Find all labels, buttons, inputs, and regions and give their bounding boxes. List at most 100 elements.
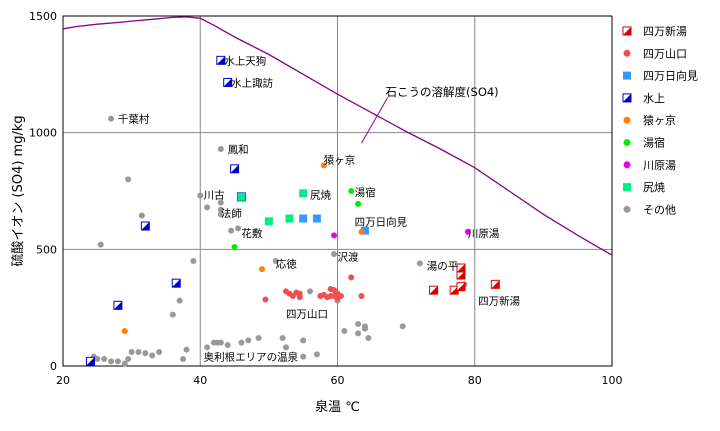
- annotation-label: 水上天狗: [224, 54, 266, 67]
- x-tick-label: 60: [331, 374, 345, 387]
- data-point: [183, 346, 190, 353]
- legend-marker: [622, 93, 632, 103]
- data-point: [223, 78, 233, 87]
- data-point: [348, 274, 355, 281]
- marker-fill: [141, 222, 150, 230]
- data-points: [85, 55, 500, 367]
- data-point: [355, 321, 362, 327]
- data-point: [464, 228, 471, 235]
- data-point: [279, 335, 286, 341]
- data-point: [358, 293, 365, 299]
- data-point: [429, 285, 439, 295]
- annotation-label: 奥利根エリアの温泉: [204, 351, 299, 364]
- data-point: [140, 221, 150, 231]
- plot-area: [62, 15, 613, 367]
- marker-fill: [216, 56, 225, 65]
- annotation-label: 沢渡: [338, 250, 359, 263]
- data-point: [121, 360, 128, 367]
- data-point: [121, 328, 128, 334]
- legend-marker: [623, 49, 631, 57]
- data-point: [114, 358, 121, 365]
- data-point: [490, 279, 500, 289]
- data-point: [416, 260, 423, 267]
- legend-label: 湯宿: [643, 136, 665, 150]
- data-point: [204, 344, 211, 351]
- data-point: [190, 258, 197, 264]
- marker-fill: [623, 93, 631, 102]
- marker-fill: [113, 301, 122, 310]
- annotation-label: 水上諏訪: [231, 77, 273, 90]
- y-tick-label: 1500: [29, 10, 57, 23]
- data-point: [313, 351, 320, 358]
- data-point: [399, 323, 406, 330]
- data-point: [108, 358, 115, 365]
- data-point: [156, 349, 163, 355]
- marker-fill: [172, 279, 181, 288]
- data-point: [217, 339, 224, 346]
- data-point: [264, 217, 273, 226]
- gridlines: [62, 15, 613, 367]
- data-point: [142, 350, 149, 357]
- data-point: [331, 251, 338, 257]
- solubility-curve-line: [62, 16, 613, 256]
- legend-label: 尻焼: [643, 181, 665, 194]
- data-point: [299, 214, 308, 223]
- annotation-label: 猿ヶ京: [324, 154, 356, 167]
- data-point: [341, 328, 348, 334]
- data-point: [237, 192, 246, 201]
- legend-marker: [623, 161, 631, 169]
- data-point: [355, 200, 362, 207]
- data-point: [180, 356, 187, 362]
- data-point: [128, 349, 135, 355]
- legend-label: 四万山口: [643, 47, 687, 60]
- data-point: [300, 337, 307, 344]
- data-point: [135, 349, 142, 355]
- annotation-label: 川古: [204, 189, 225, 202]
- data-point: [228, 227, 235, 234]
- marker-fill: [623, 27, 631, 35]
- legend-marker: [623, 116, 631, 124]
- annotation-label: 千葉村: [118, 113, 150, 126]
- data-point: [285, 214, 294, 223]
- annotation-label: 花敷: [241, 227, 262, 240]
- annotation-label: 法師: [221, 207, 242, 220]
- data-point: [365, 335, 372, 341]
- annotation-label: 四万日向見: [355, 215, 408, 228]
- y-tick-label: 1000: [29, 127, 57, 140]
- data-point: [456, 263, 466, 273]
- marker-fill: [457, 282, 466, 291]
- curve-label-leader: [361, 97, 389, 144]
- data-point: [312, 214, 321, 223]
- data-point: [101, 356, 108, 362]
- data-point: [355, 330, 362, 337]
- data-point: [348, 188, 355, 194]
- marker-fill: [223, 78, 232, 87]
- data-point: [283, 344, 290, 351]
- annotation-label: 川原湯: [468, 228, 500, 240]
- data-point: [97, 241, 104, 248]
- annotation-label: 尻焼: [310, 190, 331, 202]
- data-point: [300, 353, 307, 360]
- legend-label: 水上: [643, 92, 665, 105]
- data-point: [171, 278, 181, 288]
- x-tick-label: 100: [602, 374, 623, 387]
- data-point: [94, 356, 101, 362]
- data-point: [217, 199, 224, 206]
- marker-fill: [86, 357, 95, 366]
- data-point: [176, 297, 183, 304]
- data-point: [149, 352, 156, 359]
- annotation-label: 鳳和: [228, 144, 249, 156]
- annotation-label: 湯の平: [427, 261, 459, 273]
- data-point: [85, 356, 95, 366]
- annotation-label: 四万新湯: [478, 295, 520, 308]
- marker-fill: [491, 280, 500, 289]
- legend-marker: [623, 205, 631, 213]
- marker-fill: [450, 286, 459, 295]
- legend-label: 猿ヶ京: [643, 113, 676, 127]
- annotation-label: 四万山口: [286, 309, 328, 321]
- marker-fill: [429, 286, 438, 295]
- legend-marker: [623, 139, 631, 146]
